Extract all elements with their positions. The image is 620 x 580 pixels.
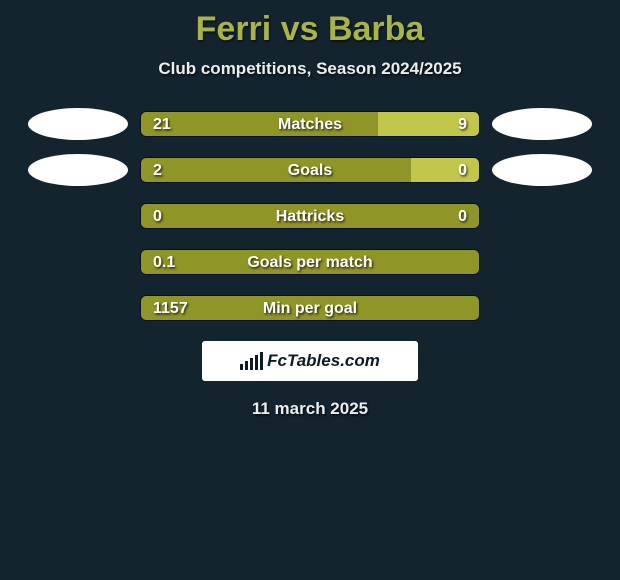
stat-row: Matches21 9 <box>40 111 580 137</box>
title-vs: vs <box>281 10 319 48</box>
player-avatar-left <box>28 108 128 140</box>
stat-value-left: 0 <box>153 204 162 229</box>
stat-label: Goals per match <box>141 250 479 275</box>
stat-label: Goals <box>141 158 479 183</box>
stat-label: Min per goal <box>141 296 479 321</box>
date-label: 11 march 2025 <box>0 399 620 419</box>
stat-bar: Goals2 0 <box>140 157 480 183</box>
bar-chart-icon <box>240 352 263 370</box>
title-left-name: Ferri <box>196 10 272 48</box>
stat-value-right: 0 <box>458 204 467 229</box>
player-avatar-left <box>28 154 128 186</box>
stats-container: Matches219Goals20Hattricks00Goals per ma… <box>40 111 580 321</box>
player-avatar-right <box>492 108 592 140</box>
stat-row: Min per goal1157 <box>40 295 580 321</box>
stat-bar: Hattricks0 0 <box>140 203 480 229</box>
stat-bar: Matches21 9 <box>140 111 480 137</box>
stat-value-left: 1157 <box>153 296 188 321</box>
stat-row: Goals2 0 <box>40 157 580 183</box>
stat-value-right: 0 <box>458 158 467 183</box>
stat-label: Matches <box>141 112 479 137</box>
subtitle: Club competitions, Season 2024/2025 <box>0 59 620 79</box>
site-logo: FcTables.com <box>202 341 418 381</box>
stat-label: Hattricks <box>141 204 479 229</box>
stat-value-left: 0.1 <box>153 250 175 275</box>
stat-row: Goals per match0.1 <box>40 249 580 275</box>
player-avatar-right <box>492 154 592 186</box>
stat-value-left: 2 <box>153 158 162 183</box>
stat-bar: Goals per match0.1 <box>140 249 480 275</box>
page-title: Ferri vs Barba <box>0 0 620 49</box>
title-right-name: Barba <box>328 10 424 48</box>
stat-row: Hattricks0 0 <box>40 203 580 229</box>
stat-value-right: 9 <box>458 112 467 137</box>
stat-value-left: 21 <box>153 112 171 137</box>
stat-bar: Min per goal1157 <box>140 295 480 321</box>
logo-text: FcTables.com <box>267 351 380 371</box>
